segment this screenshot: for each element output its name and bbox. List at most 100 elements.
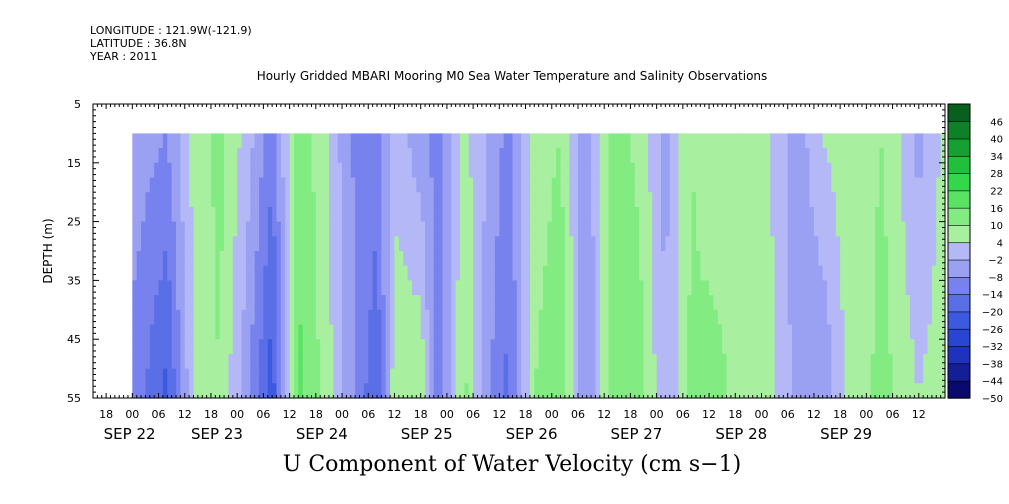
heatmap-cell — [363, 133, 369, 149]
heatmap-cell — [556, 383, 562, 399]
heatmap-cell — [564, 133, 570, 149]
heatmap-cell — [433, 221, 439, 237]
heatmap-cell — [577, 324, 583, 340]
heatmap-cell — [398, 295, 404, 311]
heatmap-cell — [608, 353, 614, 370]
heatmap-cell — [770, 353, 776, 370]
heatmap-cell — [630, 309, 636, 326]
heatmap-cell — [342, 251, 348, 267]
heatmap-cell — [652, 353, 658, 370]
heatmap-cell — [158, 383, 164, 399]
heatmap-cell — [757, 383, 763, 399]
heatmap-cell — [770, 192, 776, 208]
heatmap-cell — [176, 148, 181, 164]
heatmap-cell — [202, 177, 208, 193]
heatmap-cell — [381, 383, 387, 399]
heatmap-cell — [311, 353, 317, 370]
heatmap-cell — [674, 353, 680, 370]
heatmap-cell — [503, 221, 509, 237]
heatmap-cell — [582, 295, 588, 311]
heatmap-cell — [372, 309, 378, 326]
heatmap-cell — [888, 383, 894, 399]
heatmap-cell — [285, 280, 291, 296]
heatmap-cell — [669, 309, 675, 326]
heatmap-cell — [560, 353, 566, 370]
heatmap-cell — [918, 265, 924, 281]
heatmap-cell — [149, 236, 155, 252]
heatmap-cell — [141, 368, 147, 384]
heatmap-cell — [643, 221, 649, 237]
heatmap-cell — [171, 192, 177, 208]
heatmap-cell — [132, 353, 138, 370]
heatmap-cell — [896, 236, 902, 252]
heatmap-cell — [744, 324, 749, 340]
heatmap-cell — [848, 206, 854, 223]
heatmap-cell — [390, 383, 396, 399]
heatmap-cell — [757, 280, 763, 296]
heatmap-cell — [857, 324, 863, 340]
heatmap-cell — [464, 162, 470, 179]
heatmap-cell — [381, 339, 387, 355]
heatmap-cell — [167, 368, 173, 384]
heatmap-cell — [394, 206, 400, 223]
heatmap-cell — [888, 368, 894, 384]
heatmap-cell — [446, 177, 452, 193]
heatmap-cell — [145, 162, 151, 179]
heatmap-cell — [473, 368, 479, 384]
heatmap-cell — [494, 221, 500, 237]
heatmap-cell — [359, 162, 365, 179]
heatmap-cell — [630, 339, 636, 355]
heatmap-cell — [905, 236, 911, 252]
heatmap-cell — [468, 148, 474, 164]
heatmap-cell — [132, 192, 138, 208]
heatmap-cell — [184, 236, 190, 252]
heatmap-cell — [250, 162, 256, 179]
heatmap-cell — [241, 251, 247, 267]
heatmap-cell — [407, 353, 413, 370]
x-tick-label: 18 — [309, 408, 323, 421]
heatmap-cell — [521, 236, 527, 252]
heatmap-cell — [180, 295, 186, 311]
heatmap-cell — [914, 221, 920, 237]
heatmap-cell — [280, 177, 286, 193]
heatmap-cell — [818, 206, 824, 223]
heatmap-cell — [717, 280, 723, 296]
heatmap-cell — [237, 295, 243, 311]
heatmap-cell — [656, 221, 662, 237]
heatmap-cell — [162, 265, 168, 281]
heatmap-cell — [892, 383, 898, 399]
heatmap-cell — [219, 236, 225, 252]
heatmap-cell — [695, 309, 701, 326]
colorbar-swatch — [947, 276, 971, 295]
heatmap-cell — [661, 133, 666, 149]
heatmap-cell — [132, 339, 138, 355]
heatmap-cell — [468, 206, 474, 223]
heatmap-cell — [298, 265, 304, 281]
heatmap-cell — [538, 177, 544, 193]
latitude-label: LATITUDE : 36.8N — [90, 37, 187, 50]
heatmap-cell — [197, 265, 203, 281]
heatmap-cell — [228, 295, 234, 311]
heatmap-cell — [237, 353, 243, 370]
heatmap-cell — [643, 353, 649, 370]
heatmap-cell — [149, 383, 155, 399]
heatmap-cell — [355, 236, 361, 252]
heatmap-cell — [765, 295, 771, 311]
heatmap-cell — [744, 251, 749, 267]
heatmap-cell — [870, 295, 876, 311]
heatmap-cell — [822, 133, 828, 149]
heatmap-cell — [543, 309, 548, 326]
heatmap-cell — [809, 133, 815, 149]
heatmap-cell — [687, 295, 693, 311]
heatmap-cell — [403, 265, 409, 281]
heatmap-cell — [577, 295, 583, 311]
heatmap-cell — [722, 206, 728, 223]
y-tick-label: 35 — [67, 274, 81, 287]
heatmap-cell — [818, 339, 824, 355]
heatmap-cell — [700, 206, 706, 223]
heatmap-cell — [141, 192, 147, 208]
heatmap-cell — [460, 383, 465, 399]
heatmap-cell — [446, 265, 452, 281]
heatmap-cell — [333, 177, 339, 193]
